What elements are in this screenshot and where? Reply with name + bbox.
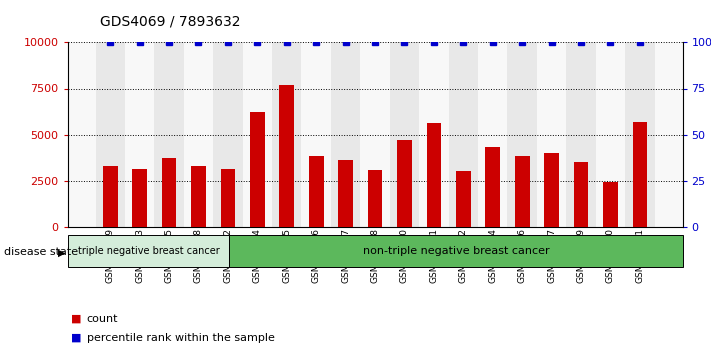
Text: GDS4069 / 7893632: GDS4069 / 7893632	[100, 14, 240, 28]
Bar	[213, 42, 242, 227]
Bar	[338, 160, 353, 227]
Bar	[596, 42, 625, 227]
Bar	[368, 170, 383, 227]
Bar	[397, 140, 412, 227]
Bar	[161, 159, 176, 227]
Bar	[191, 166, 206, 227]
Bar	[456, 171, 471, 227]
Bar	[272, 42, 301, 227]
Bar	[478, 42, 508, 227]
Bar	[183, 42, 213, 227]
Bar	[544, 153, 559, 227]
Bar	[537, 42, 567, 227]
Bar	[390, 42, 419, 227]
Text: ■: ■	[71, 314, 82, 324]
Text: disease state: disease state	[4, 247, 77, 257]
Bar	[567, 42, 596, 227]
Bar	[220, 170, 235, 227]
Bar	[103, 166, 117, 227]
Bar	[125, 42, 154, 227]
Bar	[449, 42, 478, 227]
Bar	[301, 42, 331, 227]
Bar	[279, 85, 294, 227]
Bar	[486, 147, 500, 227]
Bar	[633, 122, 647, 227]
Bar	[242, 42, 272, 227]
Bar	[625, 42, 655, 227]
Text: count: count	[87, 314, 118, 324]
Bar	[95, 42, 125, 227]
Text: ▶: ▶	[58, 247, 66, 257]
Bar	[427, 124, 442, 227]
Bar	[250, 113, 264, 227]
Text: ■: ■	[71, 333, 82, 343]
Bar	[68, 235, 230, 267]
Text: percentile rank within the sample: percentile rank within the sample	[87, 333, 274, 343]
Bar	[230, 235, 683, 267]
Bar	[360, 42, 390, 227]
Bar	[309, 156, 324, 227]
Bar	[419, 42, 449, 227]
Bar	[515, 156, 530, 227]
Bar	[574, 162, 589, 227]
Bar	[132, 170, 147, 227]
Bar	[154, 42, 183, 227]
Bar	[603, 182, 618, 227]
Text: non-triple negative breast cancer: non-triple negative breast cancer	[363, 246, 550, 256]
Bar	[331, 42, 360, 227]
Bar	[508, 42, 537, 227]
Text: triple negative breast cancer: triple negative breast cancer	[77, 246, 219, 256]
